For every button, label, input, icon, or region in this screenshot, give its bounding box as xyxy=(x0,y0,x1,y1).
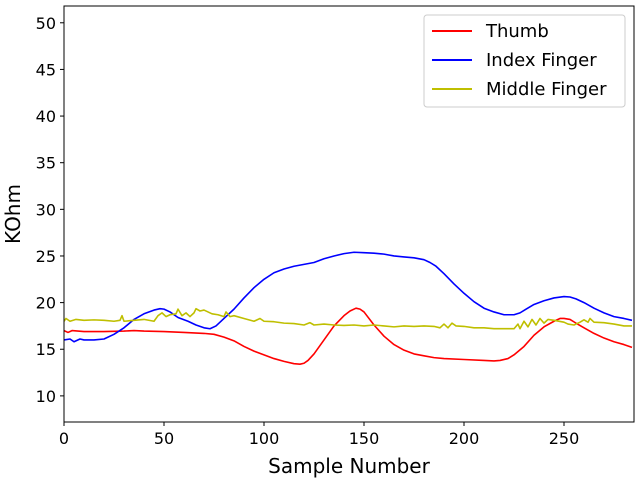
series-line-1 xyxy=(64,251,633,343)
x-tick-label: 0 xyxy=(59,429,69,448)
y-tick-label: 10 xyxy=(36,387,56,406)
x-tick-label: 100 xyxy=(249,429,280,448)
y-tick-label: 40 xyxy=(36,107,56,126)
series-line-0 xyxy=(64,307,633,365)
legend-label: Thumb xyxy=(485,21,549,42)
y-tick-label: 15 xyxy=(36,340,56,359)
y-tick-label: 20 xyxy=(36,294,56,313)
series-layer xyxy=(64,251,633,365)
axis-ticks: 0 50 100 150 200 250 10 15 20 25 30 35 40 45 50 xyxy=(36,14,580,448)
y-axis-label: KOhm xyxy=(1,184,25,244)
x-tick-label: 50 xyxy=(154,429,174,448)
plot-frame xyxy=(63,5,635,423)
series-line-2 xyxy=(64,307,632,330)
x-tick-label: 250 xyxy=(549,429,580,448)
y-tick-label: 25 xyxy=(36,247,56,266)
legend: Thumb Index Finger Middle Finger xyxy=(423,14,626,108)
x-tick-label: 150 xyxy=(349,429,380,448)
legend-box xyxy=(423,14,626,108)
legend-label: Index Finger xyxy=(486,50,597,71)
y-tick-label: 35 xyxy=(36,154,56,173)
legend-label: Middle Finger xyxy=(486,79,607,100)
y-tick-label: 45 xyxy=(36,60,56,79)
x-axis-label: Sample Number xyxy=(268,454,430,478)
x-tick-label: 200 xyxy=(449,429,480,448)
y-tick-label: 30 xyxy=(36,200,56,219)
y-tick-label: 50 xyxy=(36,14,56,33)
